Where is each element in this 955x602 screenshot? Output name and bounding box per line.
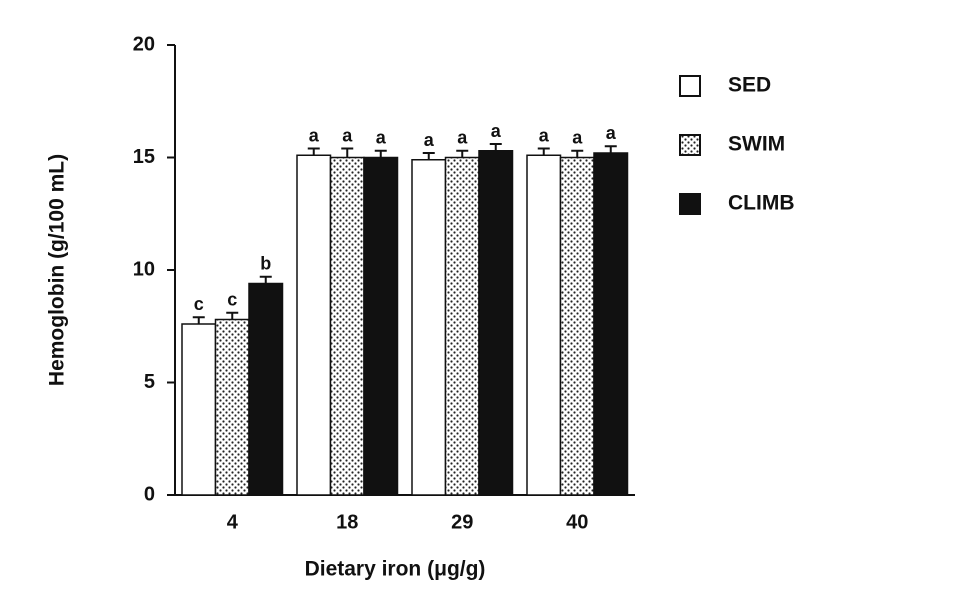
legend-swatch — [679, 134, 701, 156]
significance-letter: a — [342, 125, 353, 145]
y-tick-label: 0 — [144, 483, 155, 505]
legend-swatch — [679, 75, 701, 97]
legend-label: SED — [728, 74, 771, 97]
bar — [214, 318, 250, 496]
bar — [444, 156, 480, 496]
y-tick-label: 5 — [144, 371, 155, 393]
significance-letter: a — [606, 123, 617, 143]
bar — [411, 159, 447, 496]
y-tick-label: 20 — [133, 33, 155, 55]
significance-letter: a — [309, 125, 320, 145]
x-tick-label: 4 — [227, 511, 239, 533]
y-tick-label: 15 — [133, 146, 155, 168]
bar — [363, 156, 399, 496]
bar — [296, 154, 332, 496]
bar — [248, 282, 284, 496]
bar — [559, 156, 595, 496]
significance-letter: a — [491, 121, 502, 141]
significance-letter: a — [424, 130, 435, 150]
y-axis-label: Hemoglobin (g/100 mL) — [46, 154, 69, 386]
legend-label: SWIM — [728, 133, 785, 156]
bar — [181, 323, 217, 496]
significance-letter: a — [376, 128, 387, 148]
x-tick-label: 40 — [566, 511, 588, 533]
bar — [478, 150, 514, 496]
bar — [593, 152, 629, 496]
x-tick-label: 29 — [451, 511, 473, 533]
significance-letter: a — [539, 125, 550, 145]
significance-letter: a — [457, 128, 468, 148]
bar — [329, 156, 365, 496]
legend-label: CLIMB — [728, 192, 795, 215]
legend-swatch — [679, 193, 701, 215]
significance-letter: c — [227, 290, 237, 310]
x-axis-label: Dietary iron (μg/g) — [305, 558, 486, 581]
y-tick-label: 10 — [133, 258, 155, 280]
x-tick-label: 18 — [336, 511, 358, 533]
significance-letter: c — [194, 294, 204, 314]
significance-letter: b — [260, 254, 271, 274]
significance-letter: a — [572, 128, 583, 148]
bar — [526, 154, 562, 496]
